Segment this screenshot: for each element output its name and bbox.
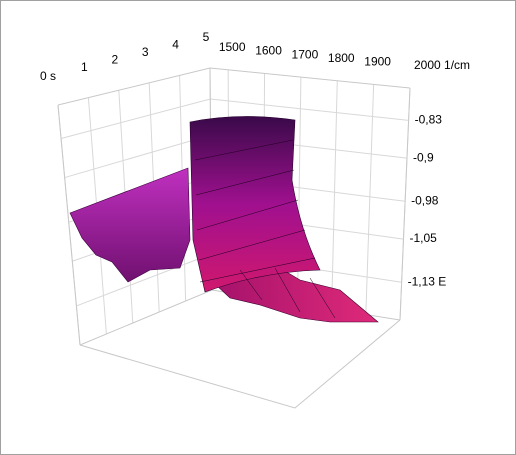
z-tick-label: -1,13 E (408, 274, 447, 288)
grid-line (331, 80, 338, 310)
time-tick-label: 1 (81, 60, 88, 74)
z-tick-label: -0,98 (411, 193, 439, 207)
z-tick-label: -0,9 (413, 150, 434, 164)
wavenumber-tick-label: 2000 1/cm (414, 58, 470, 72)
wavenumber-tick-label: 1900 (364, 55, 391, 69)
time-tick-label: 5 (203, 30, 210, 44)
wavenumber-tick-label: 1600 (255, 44, 282, 58)
grid-line (365, 84, 375, 315)
z-tick-label: -0,83 (415, 113, 443, 127)
time-tick-label: 3 (142, 45, 149, 59)
time-tick-label: 4 (172, 38, 179, 52)
wavenumber-tick-label: 1700 (292, 47, 319, 61)
z-tick-label: -1,05 (409, 231, 437, 245)
wavenumber-tick-label: 1500 (219, 40, 246, 54)
surface (69, 116, 379, 323)
time-tick-label: 0 s (40, 69, 56, 83)
time-tick-label: 2 (111, 52, 118, 66)
wavenumber-tick-label: 1800 (328, 51, 355, 65)
